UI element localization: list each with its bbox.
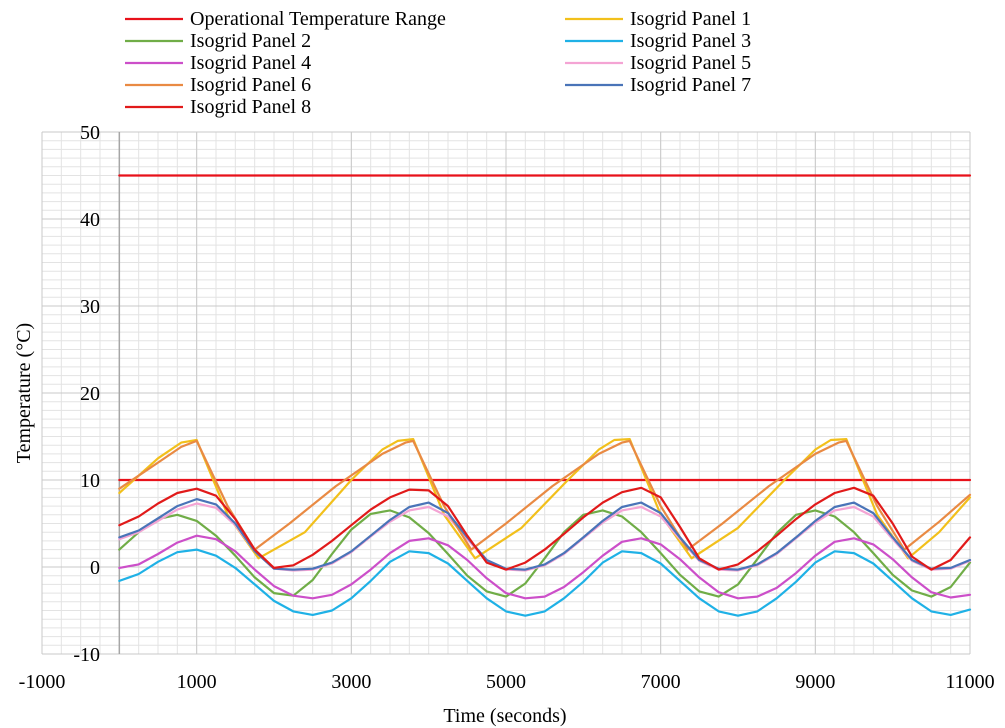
x-tick-label: -1000 (19, 671, 66, 693)
x-axis-title: Time (seconds) (443, 705, 566, 727)
legend-label: Isogrid Panel 5 (630, 52, 751, 74)
x-tick-label: 9000 (795, 671, 835, 693)
legend-label: Isogrid Panel 8 (190, 96, 311, 118)
legend-item: Isogrid Panel 1 (565, 8, 751, 30)
legend-label: Isogrid Panel 2 (190, 30, 311, 52)
series-line-5 (118, 534, 972, 600)
chart-legend: Operational Temperature Range Isogrid Pan… (125, 8, 751, 118)
x-tick-label: 1000 (177, 671, 217, 693)
x-tick-label: 5000 (486, 671, 526, 693)
y-tick-label: -10 (73, 644, 100, 666)
legend-label: Operational Temperature Range (190, 8, 446, 30)
series-line-4 (118, 548, 972, 617)
y-tick-label: 50 (80, 122, 100, 144)
y-tick-label: 0 (90, 557, 100, 579)
legend-label: Isogrid Panel 4 (190, 52, 311, 74)
legend-label: Isogrid Panel 6 (190, 74, 311, 96)
y-tick-label: 40 (80, 209, 100, 231)
y-axis-tick-labels: -10 0 10 20 30 40 50 (73, 122, 100, 666)
y-tick-label: 10 (80, 470, 100, 492)
legend-item: Isogrid Panel 3 (565, 30, 751, 52)
legend-item: Isogrid Panel 2 (125, 30, 311, 52)
x-tick-label: 11000 (945, 671, 994, 693)
legend-label: Isogrid Panel 7 (630, 74, 751, 96)
y-axis-title: Temperature (°C) (13, 323, 35, 463)
legend-item: Isogrid Panel 5 (565, 52, 751, 74)
x-tick-label: 7000 (641, 671, 681, 693)
legend-item: Isogrid Panel 8 (125, 96, 311, 118)
legend-item: Isogrid Panel 4 (125, 52, 311, 74)
legend-label: Isogrid Panel 1 (630, 8, 751, 30)
x-axis-tick-labels: -1000 1000 3000 5000 7000 9000 11000 (19, 671, 995, 693)
legend-item: Operational Temperature Range (125, 8, 446, 30)
x-tick-label: 3000 (331, 671, 371, 693)
y-tick-label: 20 (80, 383, 100, 405)
legend-item: Isogrid Panel 6 (125, 74, 311, 96)
series-lines (118, 174, 972, 617)
legend-label: Isogrid Panel 3 (630, 30, 751, 52)
y-tick-label: 30 (80, 296, 100, 318)
series-line-9 (118, 486, 972, 571)
legend-item: Isogrid Panel 7 (565, 74, 751, 96)
